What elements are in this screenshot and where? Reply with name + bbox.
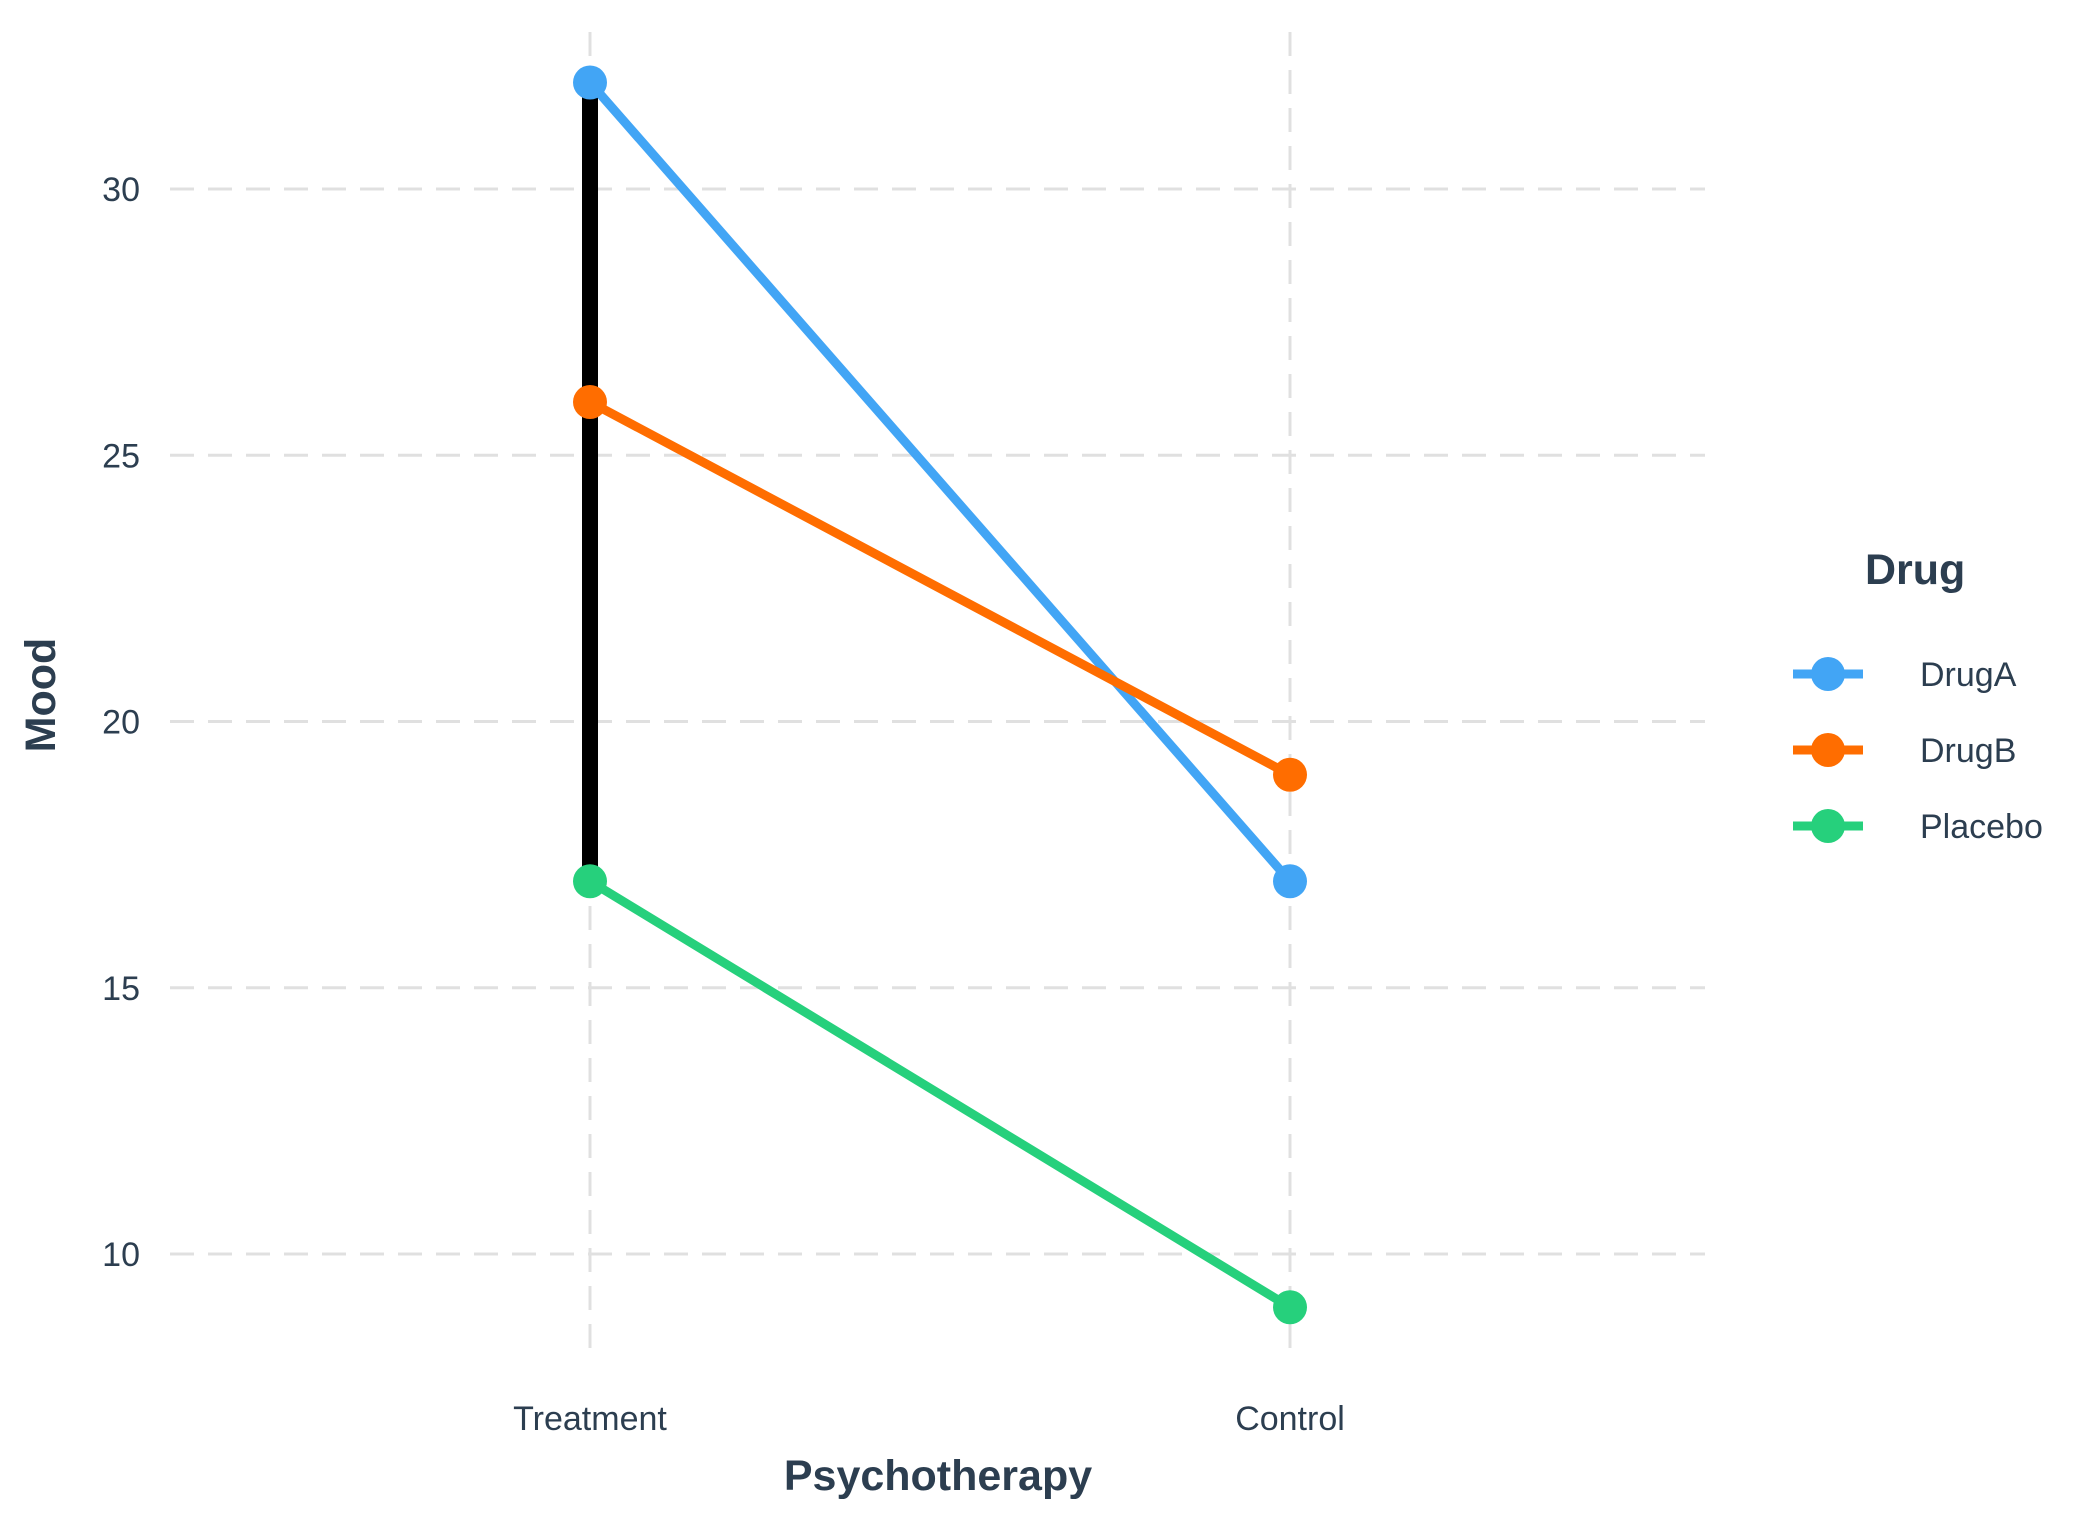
- x-tick-label: Control: [1235, 1400, 1345, 1438]
- legend-item-drugb: DrugB: [1793, 732, 2016, 770]
- legend-key-point: [1811, 657, 1845, 691]
- legend-items: DrugA DrugB Placebo: [1793, 656, 2043, 846]
- y-tick-label: 30: [102, 171, 140, 209]
- y-tick-label: 25: [102, 437, 140, 475]
- series-line-placebo: [585, 876, 1295, 1312]
- y-axis-title: Mood: [17, 638, 65, 753]
- legend-label: DrugA: [1920, 656, 2017, 694]
- legend-item-placebo: Placebo: [1793, 808, 2043, 846]
- axis-tick-labels: 10 15 20 25 30 Treatment Control: [102, 171, 1345, 1438]
- grid-lines: [170, 32, 1705, 1360]
- data-point-druga: [573, 65, 607, 100]
- series-line-drugb: [585, 397, 1295, 780]
- legend-title: Drug: [1865, 546, 1965, 594]
- y-tick-label: 10: [102, 1236, 140, 1274]
- data-point-placebo: [573, 864, 607, 899]
- x-tick-label: Treatment: [513, 1400, 667, 1438]
- data-point-placebo: [1273, 1290, 1307, 1325]
- legend-item-druga: DrugA: [1793, 656, 2017, 694]
- legend: Drug DrugA DrugB Placebo: [1793, 546, 2043, 846]
- series-points: [573, 65, 1307, 1325]
- legend-key-point: [1811, 733, 1845, 767]
- legend-label: DrugB: [1920, 732, 2016, 770]
- y-tick-label: 15: [102, 970, 140, 1008]
- data-point-drugb: [1273, 757, 1307, 792]
- legend-key-point: [1811, 809, 1845, 843]
- data-point-druga: [1273, 864, 1307, 899]
- data-point-drugb: [573, 385, 607, 419]
- legend-label: Placebo: [1920, 808, 2043, 846]
- y-tick-label: 20: [102, 704, 140, 742]
- series-lines: [585, 78, 1295, 1312]
- series-line-druga: [585, 78, 1295, 886]
- x-axis-title: Psychotherapy: [784, 1452, 1092, 1500]
